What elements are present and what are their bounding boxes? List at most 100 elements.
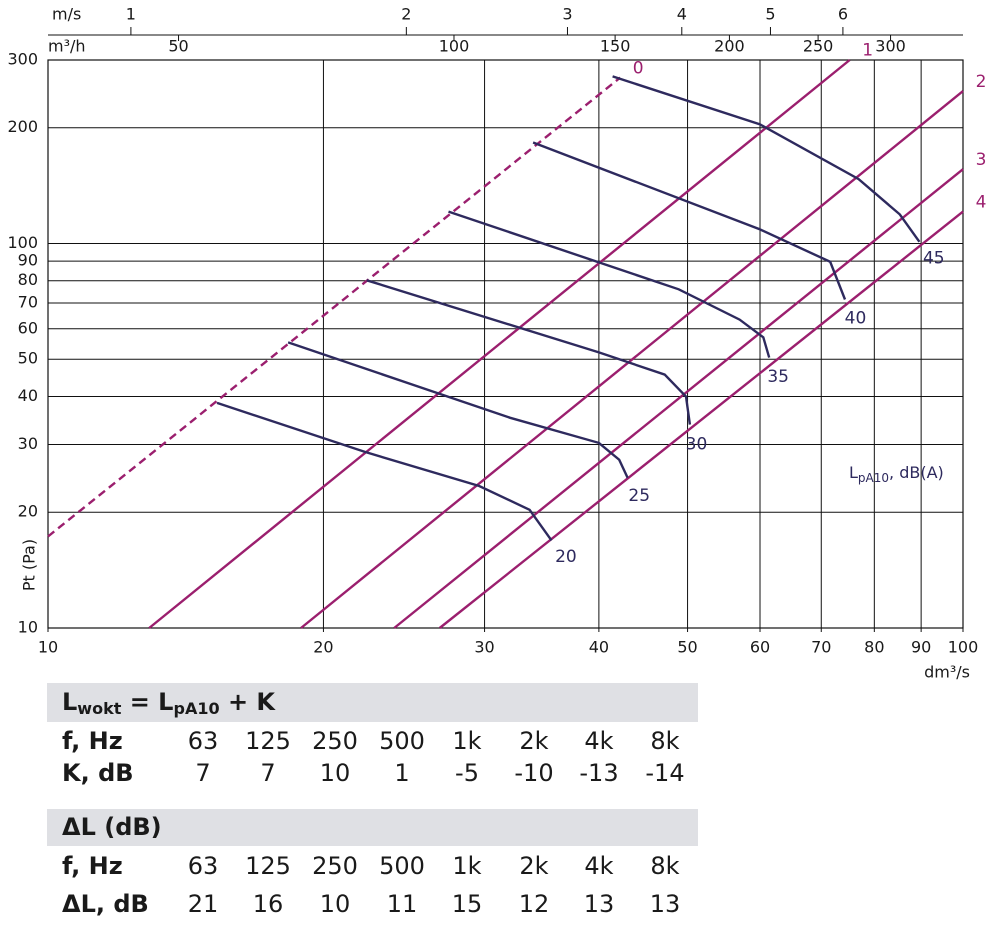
table-cell: 13 (584, 890, 615, 918)
y-tick-label: 90 (18, 251, 38, 270)
table-title-part: pA10 (173, 699, 219, 718)
table-title: ΔL (dB) (62, 813, 162, 841)
table-cell: -5 (455, 759, 479, 787)
x2-tick-label: 4 (677, 5, 687, 24)
table-cell: 7 (260, 759, 275, 787)
x-tick-label: 80 (864, 638, 884, 657)
x2-tick-label: 3 (562, 5, 572, 24)
x-tick-label: 20 (313, 638, 333, 657)
table-title-part: ΔL (dB) (62, 813, 162, 841)
x2-tick-label: 1 (126, 5, 136, 24)
table-cell: 250 (312, 852, 358, 880)
x3-tick-label: 300 (875, 37, 906, 56)
series-line (47, 76, 621, 538)
x3-tick-label: 150 (600, 37, 631, 56)
series-label: 4 (976, 192, 987, 212)
series-line (300, 90, 964, 629)
x2-tick-label: 5 (765, 5, 775, 24)
x-tick-label: 10 (38, 638, 58, 657)
y-tick-label: 80 (18, 270, 38, 289)
y-tick-label: 300 (7, 50, 38, 69)
x3-tick-label: 250 (803, 37, 834, 56)
series-line (148, 59, 851, 629)
table-cell: 13 (650, 890, 681, 918)
series-line (393, 168, 964, 629)
x2-tick-label: 6 (838, 5, 848, 24)
series-label: 20 (555, 547, 577, 567)
table-cell: 10 (320, 890, 351, 918)
plot-frame (47, 59, 964, 629)
table-cell: 10 (320, 759, 351, 787)
series-line (612, 75, 921, 243)
x-tick-label: 90 (911, 638, 931, 657)
series-label: 45 (923, 248, 945, 268)
annotation: LpA10, dB(A) (849, 463, 944, 485)
table-cell: -14 (645, 759, 684, 787)
series-label: 25 (628, 486, 650, 506)
y-axis-label: Pt (Pa) (20, 539, 39, 591)
table-cell: 4k (584, 727, 613, 755)
x3-tick-label: 50 (168, 37, 188, 56)
y-tick-label: 70 (18, 293, 38, 312)
series-line (366, 279, 692, 425)
table-cell: 7 (195, 759, 210, 787)
y-tick-label: 10 (18, 618, 38, 637)
annotation-part: , dB(A) (889, 463, 944, 482)
table-cell: 2k (519, 727, 548, 755)
series-label: 30 (686, 434, 708, 454)
table-cell: 1k (452, 727, 481, 755)
series-line (216, 401, 553, 542)
table-row-label: f, Hz (62, 852, 123, 880)
table-cell: 125 (245, 852, 291, 880)
table-cell: 1 (394, 759, 409, 787)
table-cell: 4k (584, 852, 613, 880)
x-tick-label: 50 (677, 638, 697, 657)
table-cell: 15 (452, 890, 483, 918)
series-label: 1 (862, 41, 873, 61)
table-cell: 12 (519, 890, 550, 918)
x-tick-label: 100 (948, 638, 979, 657)
annotation-part: L (849, 463, 858, 482)
table-cell: -13 (579, 759, 618, 787)
x-axis-label: dm³/s (924, 663, 970, 682)
x-tick-label: 60 (750, 638, 770, 657)
table-cell: 21 (188, 890, 219, 918)
x3-tick-label: 100 (439, 37, 470, 56)
table-title-part: wokt (77, 699, 121, 718)
table-header-bg (47, 809, 698, 846)
table-cell: 1k (452, 852, 481, 880)
table-cell: 63 (188, 727, 219, 755)
table-header-bg (47, 683, 698, 722)
table-cell: 250 (312, 727, 358, 755)
table-cell: 11 (387, 890, 418, 918)
x-tick-label: 70 (811, 638, 831, 657)
table-cell: -10 (514, 759, 553, 787)
series-line (287, 341, 629, 479)
table-row-label: K, dB (62, 759, 134, 787)
table-title-part: + K (220, 688, 277, 716)
series-line (438, 210, 964, 629)
y-tick-label: 30 (18, 434, 38, 453)
x-tick-label: 40 (589, 638, 609, 657)
series-label: 40 (845, 308, 867, 328)
table-cell: 16 (253, 890, 284, 918)
x2-tick-label: 2 (401, 5, 411, 24)
table-cell: 500 (379, 727, 425, 755)
x2-axis-label: m/s (52, 5, 81, 24)
table-cell: 500 (379, 852, 425, 880)
table-title-part: = L (121, 688, 173, 716)
y-tick-label: 50 (18, 349, 38, 368)
table-row-label: ΔL, dB (62, 890, 149, 918)
x3-tick-label: 200 (714, 37, 745, 56)
table-title: Lwokt = LpA10 + K (62, 688, 276, 718)
table-cell: 2k (519, 852, 548, 880)
y-tick-label: 20 (18, 502, 38, 521)
series-line (448, 210, 771, 358)
series-label: 0 (633, 58, 644, 78)
table-row-label: f, Hz (62, 727, 123, 755)
y-tick-label: 40 (18, 386, 38, 405)
series-label: 3 (976, 150, 987, 170)
table-cell: 8k (650, 727, 679, 755)
series-label: 2 (976, 72, 987, 92)
x3-axis-label: m³/h (48, 37, 86, 56)
